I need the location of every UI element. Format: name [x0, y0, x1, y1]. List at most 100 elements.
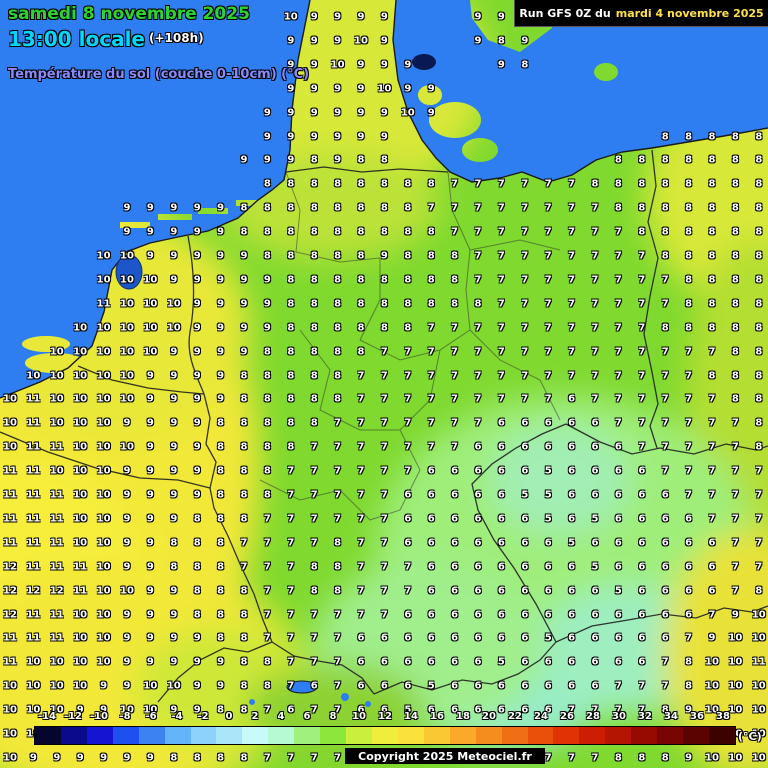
temp-value: 9	[193, 441, 201, 453]
temp-value: 8	[334, 178, 342, 190]
temp-value: 8	[310, 417, 318, 429]
temp-value: 9	[217, 393, 225, 405]
temp-value: 8	[685, 274, 693, 286]
temp-value: 8	[240, 393, 248, 405]
temp-value: 7	[708, 393, 716, 405]
temp-value: 7	[334, 489, 342, 501]
temp-value: 7	[521, 298, 529, 310]
temp-value: 10	[166, 322, 181, 334]
temp-value: 10	[728, 752, 743, 764]
temp-value: 9	[217, 680, 225, 692]
temp-value: 8	[731, 178, 739, 190]
temp-value: 6	[474, 465, 482, 477]
temp-value: 7	[591, 250, 599, 262]
temp-value: 8	[357, 274, 365, 286]
temp-value: 8	[334, 274, 342, 286]
temp-value: 9	[170, 226, 178, 238]
temp-value: 11	[49, 609, 64, 620]
scale-tick-label: 24	[534, 711, 548, 722]
temp-value: 8	[427, 178, 435, 190]
temp-value: 8	[240, 680, 248, 692]
temp-value: 9	[193, 632, 201, 644]
temp-value: 7	[521, 322, 529, 334]
temp-value: 9	[193, 202, 201, 214]
temp-value: 8	[240, 202, 248, 214]
temp-value: 6	[544, 441, 552, 453]
temp-value: 8	[193, 513, 201, 525]
temp-value: 6	[521, 609, 529, 620]
temp-value: 7	[497, 393, 505, 405]
temp-value: 8	[638, 154, 646, 166]
temp-value: 8	[755, 274, 763, 286]
temp-value: 6	[521, 632, 529, 644]
temp-value: 8	[263, 656, 271, 668]
temp-value: 6	[427, 537, 435, 549]
temp-value: 8	[685, 202, 693, 214]
temp-value: 8	[731, 226, 739, 238]
temp-value: 10	[73, 632, 88, 644]
temp-value: 9	[100, 680, 108, 692]
temp-value: 10	[73, 513, 88, 525]
run-prefix: Run GFS 0Z du	[519, 6, 611, 20]
temp-value: 9	[170, 417, 178, 429]
copyright-label: Copyright 2025 Meteociel.fr	[345, 748, 545, 764]
temp-value: 6	[568, 417, 576, 429]
temp-value: 7	[334, 609, 342, 620]
temp-value: 8	[685, 322, 693, 334]
temp-value: 8	[404, 274, 412, 286]
temp-value: 9	[357, 11, 365, 23]
temp-value: 9	[146, 585, 154, 597]
temp-value: 7	[357, 465, 365, 477]
temp-value: 8	[357, 322, 365, 334]
temp-value: 6	[568, 393, 576, 405]
temp-value: 7	[591, 298, 599, 310]
temp-value: 9	[380, 59, 388, 71]
temp-value: 6	[708, 585, 716, 597]
temp-value: 7	[638, 346, 646, 358]
temp-value: 7	[685, 393, 693, 405]
temp-value: 7	[357, 417, 365, 429]
scale-segment	[164, 727, 191, 744]
temp-value: 9	[497, 59, 505, 71]
temp-value: 7	[357, 441, 365, 453]
scale-segment	[579, 727, 606, 744]
temp-value: 6	[474, 632, 482, 644]
temp-value: 6	[685, 609, 693, 620]
temp-value: 6	[310, 680, 318, 692]
temp-value: 7	[404, 393, 412, 405]
temp-value: 8	[755, 154, 763, 166]
temp-value: 9	[217, 250, 225, 262]
temp-value: 11	[3, 465, 17, 477]
temp-value: 9	[170, 393, 178, 405]
temp-value: 8	[755, 322, 763, 334]
temp-value: 7	[591, 752, 599, 764]
temp-value: 10	[143, 704, 158, 716]
temp-value: 6	[357, 632, 365, 644]
temp-value: 7	[310, 489, 318, 501]
lakes	[115, 254, 371, 707]
scale-tick-label: 4	[277, 711, 285, 722]
temp-value: 7	[568, 274, 576, 286]
temp-value: 8	[755, 393, 763, 405]
temp-value: 9	[100, 704, 108, 716]
temp-value: 6	[614, 609, 622, 620]
temp-value: 9	[217, 322, 225, 334]
temp-value: 6	[568, 656, 576, 668]
temp-value: 6	[521, 561, 529, 573]
temp-value: 9	[123, 202, 131, 214]
temp-value: 6	[591, 417, 599, 429]
temp-value: 6	[544, 609, 552, 620]
temp-value: 9	[146, 537, 154, 549]
temp-value: 9	[217, 656, 225, 668]
temp-value: 10	[166, 680, 181, 692]
temp-value: 7	[427, 322, 435, 334]
temp-value: 6	[661, 609, 669, 620]
temp-value: 10	[705, 656, 719, 668]
temp-value: 10	[73, 489, 88, 501]
scale-tick-label: 18	[456, 711, 470, 722]
temp-value: 8	[170, 561, 178, 573]
scale-tick-label: -2	[197, 711, 209, 722]
temp-value: 10	[73, 370, 88, 381]
temp-value: 7	[404, 585, 412, 597]
temp-value: 7	[521, 250, 529, 262]
